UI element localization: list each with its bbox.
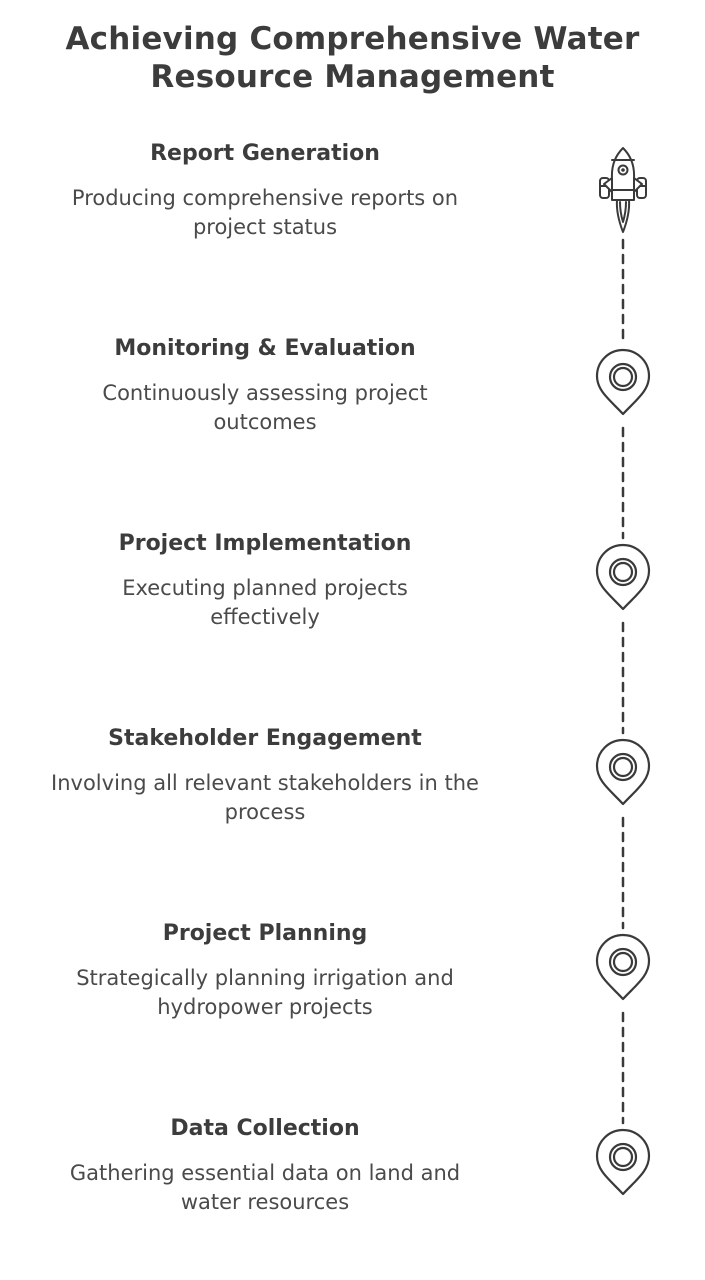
map-pin-icon [595,1128,651,1196]
step-description: Strategically planning irrigation and hy… [76,966,454,1019]
step-data-collection: Data Collection Gathering essential data… [20,1115,510,1217]
step-title: Project Implementation [118,531,412,556]
step-project-implementation: Project Implementation Executing planned… [20,530,510,632]
step-description: Continuously assessing project outcomes [102,381,428,434]
step-monitoring-evaluation: Monitoring & Evaluation Continuously ass… [20,335,510,437]
map-pin-icon [595,933,651,1001]
step-title: Report Generation [150,141,380,166]
step-report-generation: Report Generation Producing comprehensiv… [20,140,510,242]
step-stakeholder-engagement: Stakeholder Engagement Involving all rel… [20,725,510,827]
map-pin-icon [595,738,651,806]
rocket-icon [599,147,647,233]
step-description: Involving all relevant stakeholders in t… [51,771,479,824]
diagram-title: Achieving Comprehensive Water Resource M… [65,21,640,95]
map-pin-icon [595,348,651,416]
step-project-planning: Project Planning Strategically planning … [20,920,510,1022]
step-title: Data Collection [170,1116,360,1141]
step-description: Gathering essential data on land and wat… [69,1161,461,1214]
step-title: Monitoring & Evaluation [114,336,416,361]
step-title: Stakeholder Engagement [108,726,422,751]
map-pin-icon [595,543,651,611]
step-description: Executing planned projects effectively [122,576,408,629]
step-title: Project Planning [162,921,368,946]
step-description: Producing comprehensive reports on proje… [71,186,459,239]
